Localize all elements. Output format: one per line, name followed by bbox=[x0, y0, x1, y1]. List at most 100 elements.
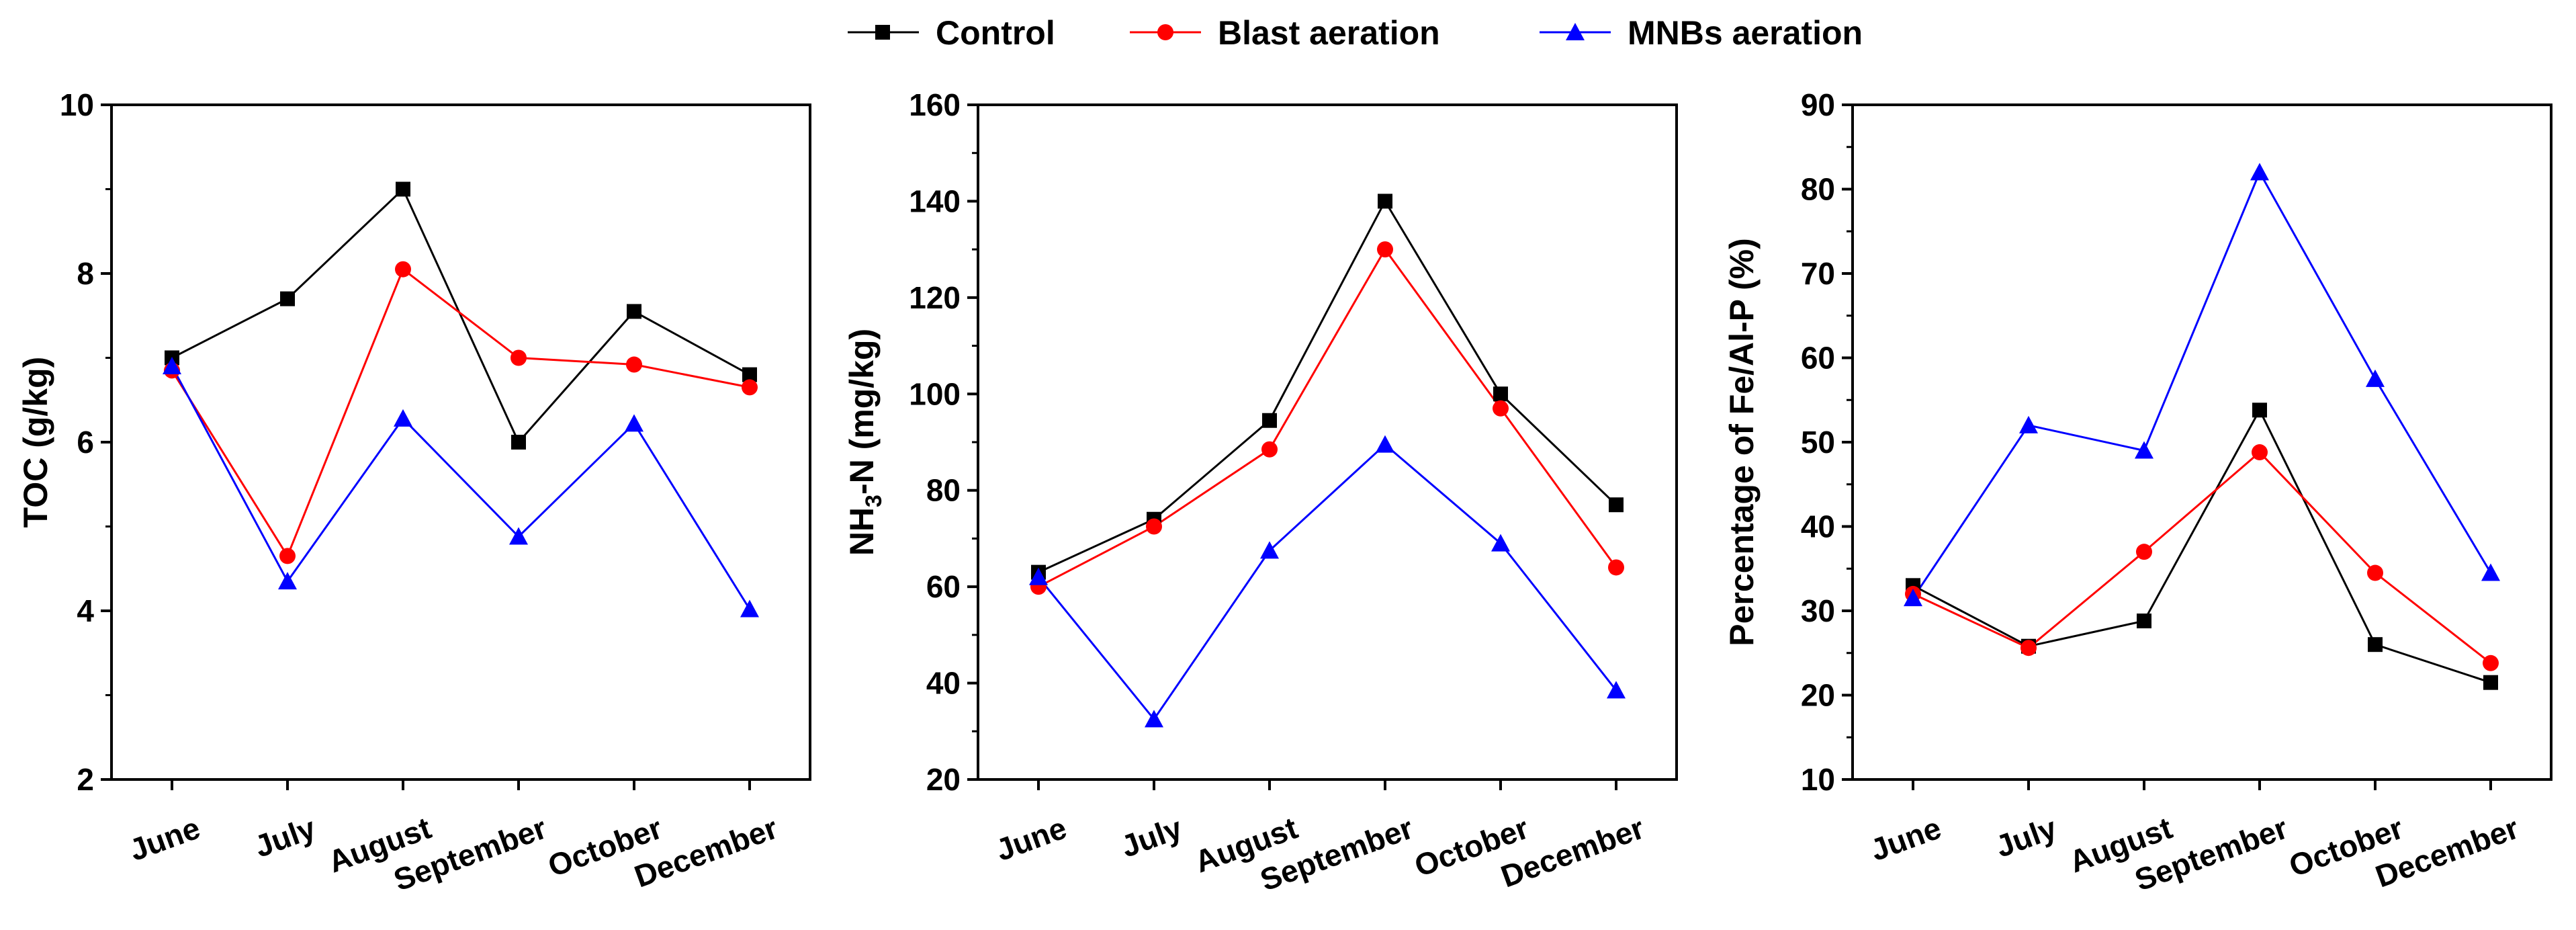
data-point-blast bbox=[2136, 544, 2152, 560]
data-point-mnbs bbox=[1904, 589, 1922, 607]
y-tick-label: 40 bbox=[926, 666, 961, 701]
y-axis-title-main: NH bbox=[843, 507, 881, 556]
y-tick-label: 80 bbox=[1801, 172, 1835, 207]
y-tick-label: 160 bbox=[909, 87, 961, 122]
y-tick-label: 4 bbox=[77, 593, 94, 628]
data-point-control bbox=[1609, 497, 1624, 513]
series-line-blast bbox=[171, 267, 750, 558]
data-point-mnbs bbox=[278, 572, 297, 590]
y-tick-label: 120 bbox=[909, 280, 961, 315]
legend-item-control: Control bbox=[848, 14, 1055, 52]
series-line-control bbox=[1038, 199, 1617, 573]
y-tick-label: 6 bbox=[77, 425, 94, 460]
x-tick-label: June bbox=[125, 810, 205, 868]
data-point-control bbox=[2252, 403, 2267, 418]
y-tick-label: 20 bbox=[1801, 678, 1835, 713]
data-point-mnbs bbox=[1376, 435, 1394, 453]
legend-item-mnbs: MNBs aeration bbox=[1540, 14, 1863, 52]
data-point-blast bbox=[1261, 441, 1278, 458]
series-line-control bbox=[171, 187, 750, 444]
x-tick-label: July bbox=[250, 810, 320, 863]
legend-marker-control bbox=[875, 25, 890, 40]
legend-label-control: Control bbox=[936, 14, 1055, 52]
y-tick-label: 10 bbox=[60, 87, 94, 122]
data-point-control bbox=[1262, 413, 1277, 428]
legend-label-blast: Blast aeration bbox=[1218, 14, 1440, 52]
data-point-blast bbox=[626, 356, 642, 373]
y-tick-label: 30 bbox=[1801, 593, 1835, 628]
y-tick-label: 80 bbox=[926, 473, 961, 508]
data-point-blast bbox=[2483, 654, 2499, 671]
data-point-control bbox=[2368, 637, 2383, 652]
series-line-mnbs bbox=[1912, 169, 2492, 599]
plot-frame bbox=[1851, 103, 2552, 781]
data-point-mnbs bbox=[1260, 541, 1279, 559]
y-tick-label: 70 bbox=[1801, 256, 1835, 291]
data-point-control bbox=[742, 367, 757, 382]
data-point-control bbox=[2137, 614, 2151, 629]
legend-marker-blast bbox=[1157, 24, 1173, 40]
data-point-blast bbox=[1608, 559, 1624, 576]
data-point-mnbs bbox=[163, 357, 181, 375]
y-axis-title: TOC (g/kg) bbox=[17, 357, 54, 528]
x-tick-label: June bbox=[1866, 810, 1946, 868]
data-point-blast bbox=[395, 261, 411, 278]
y-axis-title: NH3-N (mg/kg) bbox=[843, 329, 887, 556]
y-axis-title-subscript: 3 bbox=[861, 495, 887, 507]
data-point-blast bbox=[279, 548, 296, 564]
series-markers bbox=[1029, 194, 1626, 728]
x-tick-label: June bbox=[991, 810, 1071, 868]
y-tick-label: 60 bbox=[1801, 341, 1835, 376]
data-point-mnbs bbox=[2481, 563, 2500, 581]
y-axis-title: Percentage of Fe/Al-P (%) bbox=[1723, 238, 1761, 646]
y-tick-label: 10 bbox=[1801, 762, 1835, 797]
legend-marker-mnbs bbox=[1566, 23, 1585, 40]
y-tick-label: 40 bbox=[1801, 509, 1835, 544]
series-lines bbox=[1037, 199, 1617, 721]
plot-frame bbox=[977, 103, 1678, 781]
data-point-blast bbox=[2252, 444, 2268, 461]
data-point-blast bbox=[1146, 518, 1162, 535]
y-tick-label: 90 bbox=[1801, 87, 1835, 122]
series-line-mnbs bbox=[171, 366, 751, 610]
data-point-control bbox=[2483, 675, 2498, 690]
data-point-blast bbox=[2020, 640, 2037, 657]
data-point-mnbs bbox=[2250, 163, 2269, 181]
data-point-mnbs bbox=[1029, 567, 1048, 585]
y-tick-label: 140 bbox=[909, 183, 961, 218]
data-point-mnbs bbox=[2019, 415, 2038, 433]
y-tick-label: 8 bbox=[77, 256, 94, 291]
series-line-blast bbox=[1038, 247, 1617, 588]
x-tick-label: July bbox=[1116, 810, 1187, 863]
data-point-mnbs bbox=[1145, 710, 1163, 728]
data-point-mnbs bbox=[394, 409, 412, 427]
data-point-blast bbox=[742, 379, 758, 396]
y-axis-title-rest: -N (mg/kg) bbox=[843, 329, 881, 495]
y-tick-label: 60 bbox=[926, 569, 961, 604]
data-point-control bbox=[1378, 194, 1392, 209]
legend: Control Blast aeration MNBs aeration bbox=[848, 14, 1863, 52]
data-point-blast bbox=[1377, 241, 1393, 258]
data-point-mnbs bbox=[625, 414, 643, 432]
data-point-blast bbox=[2367, 564, 2383, 581]
data-point-control bbox=[1493, 386, 1508, 402]
data-point-mnbs bbox=[2135, 441, 2153, 459]
x-tick-label: July bbox=[1991, 810, 2061, 863]
data-point-control bbox=[396, 181, 410, 197]
legend-label-mnbs: MNBs aeration bbox=[1628, 14, 1863, 52]
data-point-control bbox=[511, 435, 526, 450]
data-point-blast bbox=[510, 349, 527, 366]
series-markers bbox=[163, 181, 759, 618]
series-lines bbox=[1912, 169, 2492, 684]
y-tick-label: 100 bbox=[909, 376, 961, 411]
y-tick-label: 20 bbox=[926, 762, 961, 797]
series-markers bbox=[1904, 163, 2500, 690]
data-point-mnbs bbox=[740, 599, 759, 618]
data-point-control bbox=[280, 291, 295, 306]
